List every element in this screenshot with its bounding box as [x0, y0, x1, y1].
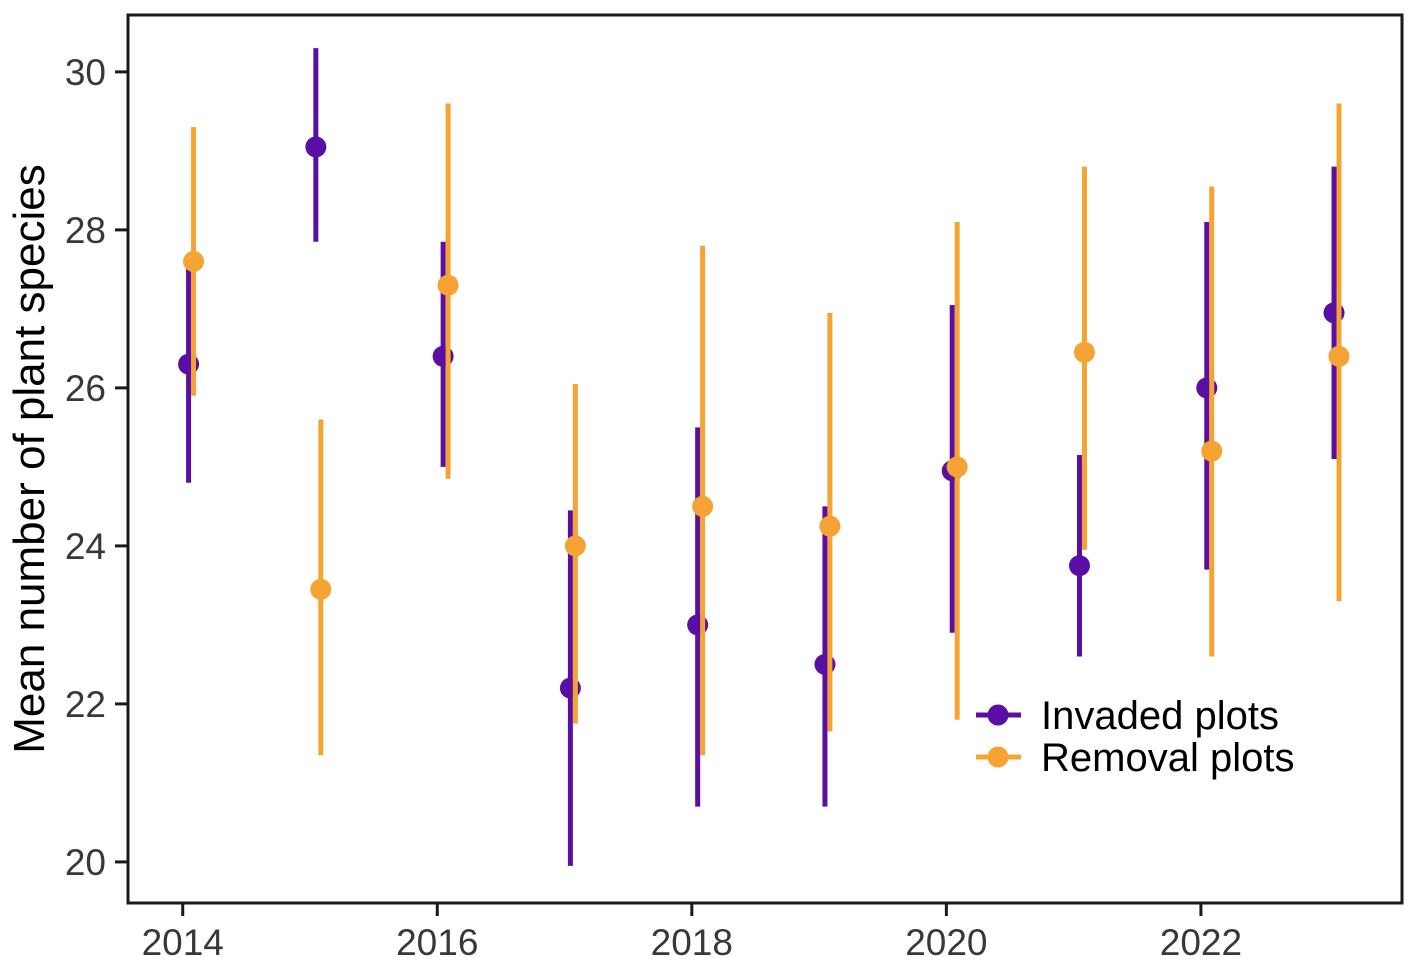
point-removal-plots-2020 [946, 456, 968, 478]
data-series [178, 48, 1350, 866]
y-tick-label-24: 24 [65, 526, 106, 567]
point-removal-plots-2023 [1328, 345, 1350, 367]
point-removal-plots-2017 [564, 535, 586, 557]
point-removal-plots-2014 [183, 250, 205, 272]
point-removal-plots-2018 [692, 495, 714, 517]
point-removal-plots-2016 [437, 274, 459, 296]
point-invaded-plots-2021 [1068, 555, 1090, 577]
y-axis-ticks: 20 22 24 26 28 30 [65, 52, 128, 883]
x-tick-label-2018: 2018 [651, 922, 733, 962]
legend-item-invaded: Invaded plots [976, 694, 1279, 738]
y-tick-label-20: 20 [65, 842, 106, 883]
y-tick-label-28: 28 [65, 210, 106, 251]
panel-border [126, 13, 1404, 905]
y-tick-label-22: 22 [65, 684, 106, 725]
legend: Invaded plots Removal plots [976, 694, 1294, 780]
legend-label-removal: Removal plots [1041, 736, 1294, 780]
y-tick-label-26: 26 [65, 368, 106, 409]
point-removal-plots-2021 [1073, 341, 1095, 363]
x-tick-label-2016: 2016 [396, 922, 478, 962]
point-removal-plots-2015 [310, 578, 332, 600]
point-invaded-plots-2015 [305, 136, 327, 158]
x-axis-ticks: 2014 2016 2018 2020 2022 [142, 903, 1242, 962]
point-removal-plots-2022 [1201, 440, 1223, 462]
x-tick-label-2014: 2014 [142, 922, 224, 962]
legend-item-removal: Removal plots [976, 736, 1294, 780]
y-axis-title: Mean number of plant species [5, 164, 54, 753]
legend-label-invaded: Invaded plots [1041, 694, 1279, 738]
x-tick-label-2020: 2020 [905, 922, 987, 962]
plot-panel [128, 15, 1402, 903]
series-removal-plots [183, 103, 1350, 756]
legend-key-dot-invaded-icon [987, 704, 1009, 726]
y-tick-label-30: 30 [65, 52, 106, 93]
x-tick-label-2022: 2022 [1160, 922, 1242, 962]
legend-key-dot-removal-icon [987, 746, 1009, 768]
point-removal-plots-2019 [819, 515, 841, 537]
